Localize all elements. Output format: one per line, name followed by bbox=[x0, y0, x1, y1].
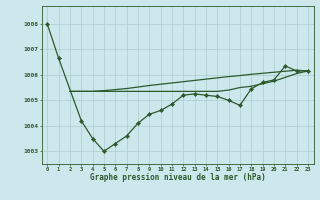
X-axis label: Graphe pression niveau de la mer (hPa): Graphe pression niveau de la mer (hPa) bbox=[90, 173, 266, 182]
